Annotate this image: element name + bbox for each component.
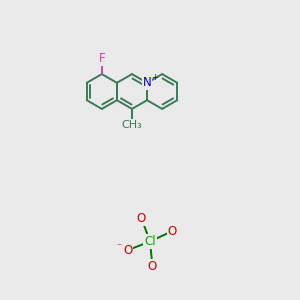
Text: N: N <box>143 76 152 89</box>
Text: O: O <box>123 244 133 256</box>
Text: O: O <box>137 212 146 225</box>
Text: O: O <box>148 260 157 273</box>
Text: O: O <box>167 225 177 238</box>
Text: Cl: Cl <box>144 235 156 248</box>
Text: CH₃: CH₃ <box>122 120 142 130</box>
Text: ⁻: ⁻ <box>116 243 122 253</box>
Text: F: F <box>98 52 105 64</box>
Text: +: + <box>151 74 158 82</box>
